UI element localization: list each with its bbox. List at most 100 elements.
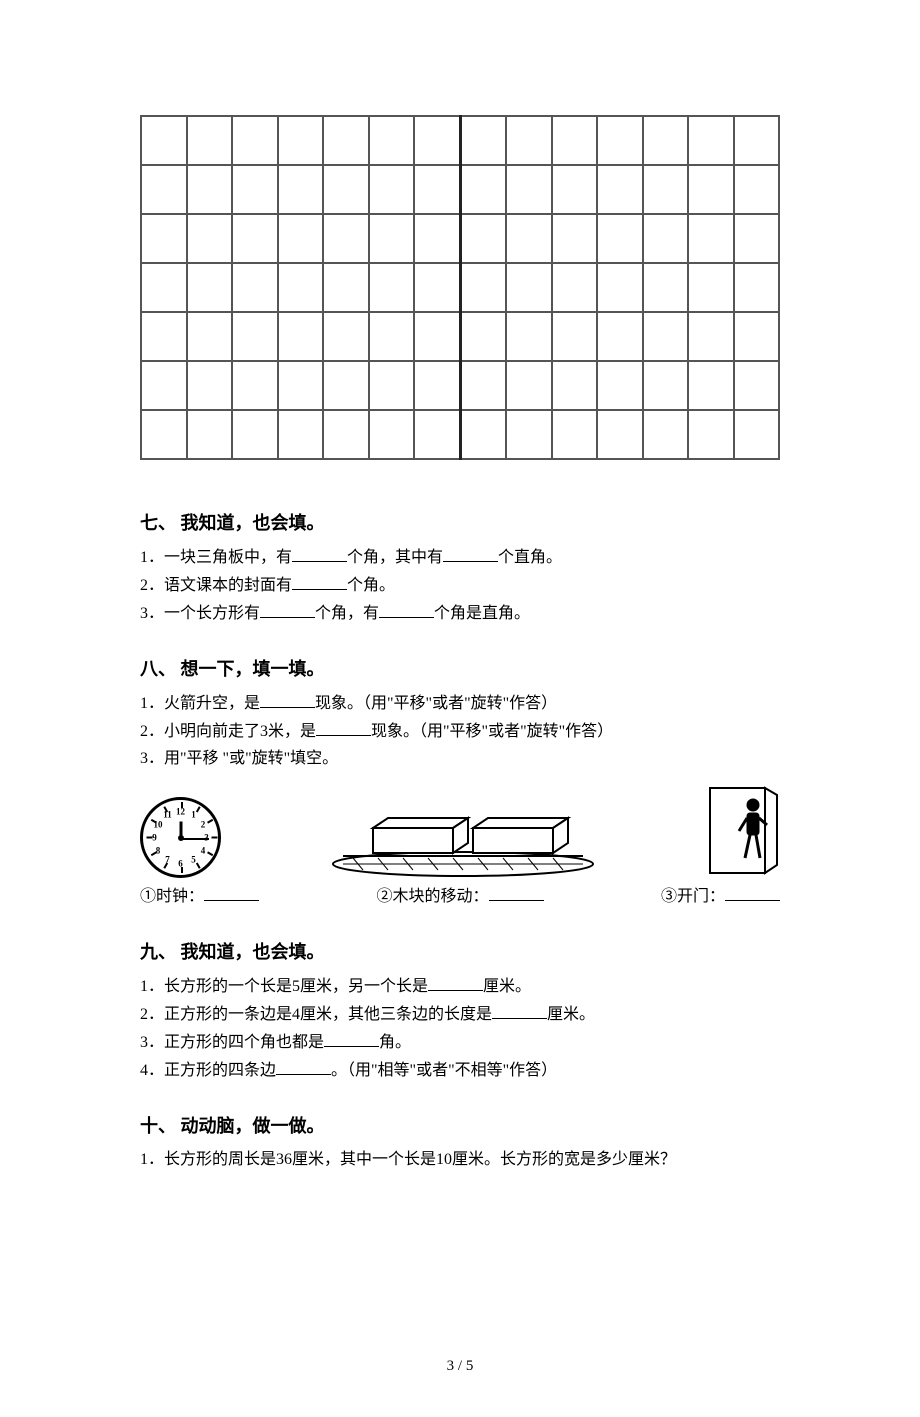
grid-cell[interactable] xyxy=(141,165,187,214)
blank-field[interactable] xyxy=(443,545,498,562)
grid-cell[interactable] xyxy=(597,165,643,214)
grid-cell[interactable] xyxy=(506,165,552,214)
grid-cell[interactable] xyxy=(734,312,780,361)
grid-cell[interactable] xyxy=(232,263,278,312)
grid-cell[interactable] xyxy=(643,116,689,165)
grid-cell[interactable] xyxy=(323,361,369,410)
blank-field[interactable] xyxy=(260,691,315,708)
blank-field[interactable] xyxy=(316,719,371,736)
grid-cell[interactable] xyxy=(734,116,780,165)
blank-field[interactable] xyxy=(428,974,483,991)
grid-cell[interactable] xyxy=(141,410,187,459)
grid-cell[interactable] xyxy=(552,263,598,312)
blank-field[interactable] xyxy=(725,884,780,901)
grid-cell[interactable] xyxy=(414,312,460,361)
blank-field[interactable] xyxy=(379,601,434,618)
blank-field[interactable] xyxy=(292,573,347,590)
grid-cell[interactable] xyxy=(141,263,187,312)
grid-cell[interactable] xyxy=(734,410,780,459)
grid-cell[interactable] xyxy=(414,214,460,263)
grid-cell[interactable] xyxy=(323,312,369,361)
grid-cell[interactable] xyxy=(460,165,506,214)
grid-cell[interactable] xyxy=(552,312,598,361)
grid-cell[interactable] xyxy=(688,214,734,263)
grid-cell[interactable] xyxy=(369,361,415,410)
grid-cell[interactable] xyxy=(278,361,324,410)
grid-cell[interactable] xyxy=(688,361,734,410)
grid-cell[interactable] xyxy=(187,116,233,165)
grid-cell[interactable] xyxy=(506,263,552,312)
grid-cell[interactable] xyxy=(232,214,278,263)
grid-cell[interactable] xyxy=(323,263,369,312)
grid-cell[interactable] xyxy=(643,361,689,410)
grid-cell[interactable] xyxy=(643,214,689,263)
grid-cell[interactable] xyxy=(369,312,415,361)
grid-cell[interactable] xyxy=(597,361,643,410)
grid-cell[interactable] xyxy=(460,361,506,410)
grid-cell[interactable] xyxy=(278,116,324,165)
grid-cell[interactable] xyxy=(369,410,415,459)
grid-cell[interactable] xyxy=(232,312,278,361)
grid-cell[interactable] xyxy=(597,214,643,263)
grid-cell[interactable] xyxy=(506,410,552,459)
grid-cell[interactable] xyxy=(414,116,460,165)
grid-cell[interactable] xyxy=(414,410,460,459)
grid-cell[interactable] xyxy=(460,214,506,263)
grid-cell[interactable] xyxy=(232,165,278,214)
grid-cell[interactable] xyxy=(734,361,780,410)
grid-cell[interactable] xyxy=(323,410,369,459)
grid-cell[interactable] xyxy=(597,263,643,312)
grid-cell[interactable] xyxy=(187,410,233,459)
grid-cell[interactable] xyxy=(552,361,598,410)
grid-cell[interactable] xyxy=(187,263,233,312)
grid-cell[interactable] xyxy=(688,312,734,361)
grid-cell[interactable] xyxy=(414,165,460,214)
grid-cell[interactable] xyxy=(232,361,278,410)
blank-field[interactable] xyxy=(489,884,544,901)
grid-cell[interactable] xyxy=(187,214,233,263)
grid-cell[interactable] xyxy=(323,214,369,263)
grid-cell[interactable] xyxy=(643,410,689,459)
grid-cell[interactable] xyxy=(369,214,415,263)
grid-cell[interactable] xyxy=(688,410,734,459)
grid-cell[interactable] xyxy=(597,410,643,459)
blank-field[interactable] xyxy=(204,884,259,901)
grid-cell[interactable] xyxy=(141,116,187,165)
grid-cell[interactable] xyxy=(323,116,369,165)
blank-field[interactable] xyxy=(324,1030,379,1047)
grid-cell[interactable] xyxy=(187,312,233,361)
grid-cell[interactable] xyxy=(414,361,460,410)
grid-cell[interactable] xyxy=(369,263,415,312)
grid-cell[interactable] xyxy=(688,116,734,165)
grid-cell[interactable] xyxy=(688,165,734,214)
grid-cell[interactable] xyxy=(460,263,506,312)
grid-cell[interactable] xyxy=(643,165,689,214)
grid-cell[interactable] xyxy=(278,263,324,312)
grid-cell[interactable] xyxy=(460,410,506,459)
blank-field[interactable] xyxy=(292,545,347,562)
grid-cell[interactable] xyxy=(597,312,643,361)
grid-cell[interactable] xyxy=(552,116,598,165)
grid-cell[interactable] xyxy=(460,116,506,165)
grid-cell[interactable] xyxy=(414,263,460,312)
grid-cell[interactable] xyxy=(232,410,278,459)
grid-cell[interactable] xyxy=(278,312,324,361)
grid-cell[interactable] xyxy=(187,165,233,214)
grid-cell[interactable] xyxy=(506,116,552,165)
grid-cell[interactable] xyxy=(278,410,324,459)
grid-cell[interactable] xyxy=(187,361,233,410)
grid-cell[interactable] xyxy=(141,361,187,410)
grid-cell[interactable] xyxy=(734,214,780,263)
grid-cell[interactable] xyxy=(552,214,598,263)
grid-cell[interactable] xyxy=(141,312,187,361)
grid-cell[interactable] xyxy=(734,263,780,312)
grid-cell[interactable] xyxy=(232,116,278,165)
blank-field[interactable] xyxy=(276,1058,331,1075)
grid-cell[interactable] xyxy=(552,165,598,214)
grid-cell[interactable] xyxy=(734,165,780,214)
grid-cell[interactable] xyxy=(643,312,689,361)
blank-field[interactable] xyxy=(260,601,315,618)
grid-cell[interactable] xyxy=(506,214,552,263)
grid-cell[interactable] xyxy=(643,263,689,312)
grid-cell[interactable] xyxy=(506,312,552,361)
